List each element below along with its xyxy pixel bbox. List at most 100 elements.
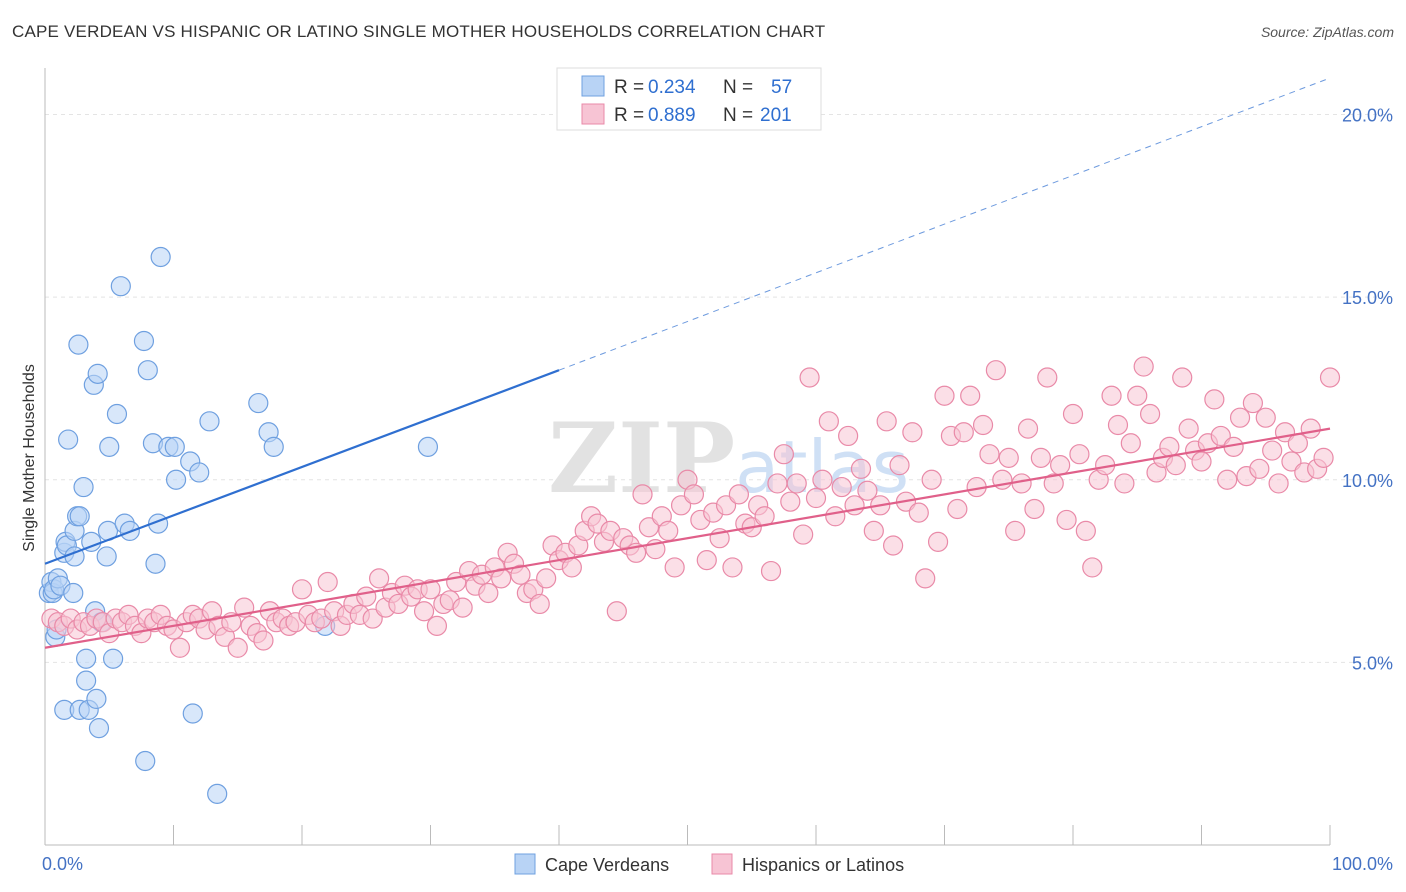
point-hispanic bbox=[658, 520, 679, 541]
point-hispanic bbox=[728, 484, 750, 505]
point-hispanic bbox=[529, 593, 550, 615]
point-hispanic bbox=[1229, 407, 1251, 428]
point-cape-verdean bbox=[207, 783, 228, 804]
trendline-blue bbox=[44, 369, 560, 565]
point-hispanic bbox=[638, 517, 660, 538]
legend-r-value-2: 0.889 bbox=[648, 105, 696, 126]
point-hispanic bbox=[1037, 367, 1058, 388]
series-cape-verdeans bbox=[38, 246, 439, 804]
point-hispanic bbox=[169, 637, 191, 658]
trendline-pink bbox=[44, 427, 1331, 649]
bottom-legend-label-pink: Hispanics or Latinos bbox=[742, 855, 904, 875]
point-hispanic bbox=[253, 630, 274, 651]
legend-swatch-pink bbox=[581, 103, 605, 125]
point-hispanic bbox=[1107, 414, 1129, 436]
bottom-legend: Cape Verdeans Hispanics or Latinos bbox=[514, 853, 904, 875]
x-tick-labels: 0.0% 100.0% bbox=[42, 854, 1393, 874]
point-cape-verdean bbox=[417, 436, 439, 457]
point-hispanic bbox=[972, 414, 994, 436]
point-hispanic bbox=[1043, 473, 1064, 494]
point-hispanic bbox=[760, 560, 782, 582]
point-hispanic bbox=[1249, 458, 1270, 479]
legend-r-label-2: R = bbox=[614, 105, 644, 126]
trendlines bbox=[44, 77, 1331, 649]
point-cape-verdean bbox=[63, 582, 84, 604]
y-tick-label: 20.0% bbox=[1342, 106, 1393, 126]
point-cape-verdean bbox=[76, 648, 97, 669]
bottom-legend-swatch-blue bbox=[514, 853, 536, 875]
point-hispanic bbox=[908, 502, 929, 523]
point-hispanic bbox=[227, 637, 248, 658]
point-cape-verdean bbox=[150, 246, 171, 268]
point-hispanic bbox=[1191, 451, 1212, 472]
point-hispanic bbox=[1300, 418, 1321, 439]
point-hispanic bbox=[606, 601, 627, 622]
point-cape-verdean bbox=[164, 436, 185, 457]
point-hispanic bbox=[793, 524, 814, 545]
point-hispanic bbox=[915, 568, 936, 589]
point-hispanic bbox=[825, 506, 846, 527]
point-hispanic bbox=[1172, 367, 1193, 388]
point-cape-verdean bbox=[99, 436, 120, 457]
point-hispanic bbox=[921, 469, 942, 490]
point-hispanic bbox=[683, 484, 705, 505]
point-hispanic bbox=[838, 425, 859, 447]
point-hispanic bbox=[1217, 469, 1238, 490]
point-cape-verdean bbox=[106, 403, 128, 425]
point-cape-verdean bbox=[165, 469, 187, 490]
point-cape-verdean bbox=[182, 703, 203, 724]
point-hispanic bbox=[1133, 356, 1154, 377]
point-hispanic bbox=[805, 487, 827, 509]
point-hispanic bbox=[1017, 418, 1039, 439]
point-cape-verdean bbox=[69, 506, 90, 527]
source-label: Source: ZipAtlas.com bbox=[1260, 24, 1394, 40]
point-hispanic bbox=[927, 531, 949, 552]
y-axis-label: Single Mother Households bbox=[21, 364, 38, 552]
point-hispanic bbox=[1262, 440, 1283, 461]
legend-r-value-1: 0.234 bbox=[648, 77, 696, 98]
point-cape-verdean bbox=[263, 436, 284, 457]
point-cape-verdean bbox=[76, 670, 97, 691]
point-hispanic bbox=[1101, 385, 1122, 406]
point-hispanic bbox=[786, 473, 807, 494]
chart-title: CAPE VERDEAN VS HISPANIC OR LATINO SINGL… bbox=[12, 22, 826, 41]
point-hispanic bbox=[426, 615, 448, 636]
point-hispanic bbox=[1204, 389, 1225, 410]
point-cape-verdean bbox=[96, 546, 117, 567]
point-hispanic bbox=[1268, 473, 1289, 494]
point-hispanic bbox=[1319, 367, 1341, 388]
point-hispanic bbox=[317, 571, 338, 593]
point-hispanic bbox=[985, 360, 1007, 381]
point-hispanic bbox=[536, 568, 557, 589]
point-hispanic bbox=[1159, 436, 1180, 457]
point-hispanic bbox=[1075, 520, 1096, 541]
legend-n-label-2: N = bbox=[723, 105, 753, 126]
point-hispanic bbox=[670, 495, 692, 516]
point-cape-verdean bbox=[58, 429, 79, 450]
point-hispanic bbox=[863, 520, 884, 541]
point-cape-verdean bbox=[137, 360, 158, 381]
point-hispanic bbox=[1120, 433, 1141, 454]
point-hispanic bbox=[767, 473, 788, 494]
point-cape-verdean bbox=[189, 462, 210, 483]
point-hispanic bbox=[420, 579, 441, 600]
point-hispanic bbox=[1030, 447, 1051, 468]
point-cape-verdean bbox=[88, 718, 110, 739]
point-hispanic bbox=[722, 557, 743, 578]
legend-n-value-2: 201 bbox=[760, 105, 792, 126]
point-cape-verdean bbox=[68, 334, 89, 355]
gridlines bbox=[45, 114, 1390, 663]
point-hispanic bbox=[1056, 509, 1077, 531]
y-tick-label: 5.0% bbox=[1352, 653, 1393, 673]
point-hispanic bbox=[632, 484, 653, 505]
point-hispanic bbox=[452, 597, 473, 618]
axes bbox=[44, 68, 1331, 846]
point-hispanic bbox=[362, 608, 383, 629]
point-hispanic bbox=[1139, 403, 1161, 425]
point-hispanic bbox=[850, 458, 872, 479]
point-hispanic bbox=[1313, 447, 1334, 468]
point-hispanic bbox=[561, 557, 582, 578]
point-cape-verdean bbox=[199, 411, 220, 432]
x-tick-label: 100.0% bbox=[1332, 854, 1393, 874]
y-tick-label: 10.0% bbox=[1342, 471, 1393, 491]
